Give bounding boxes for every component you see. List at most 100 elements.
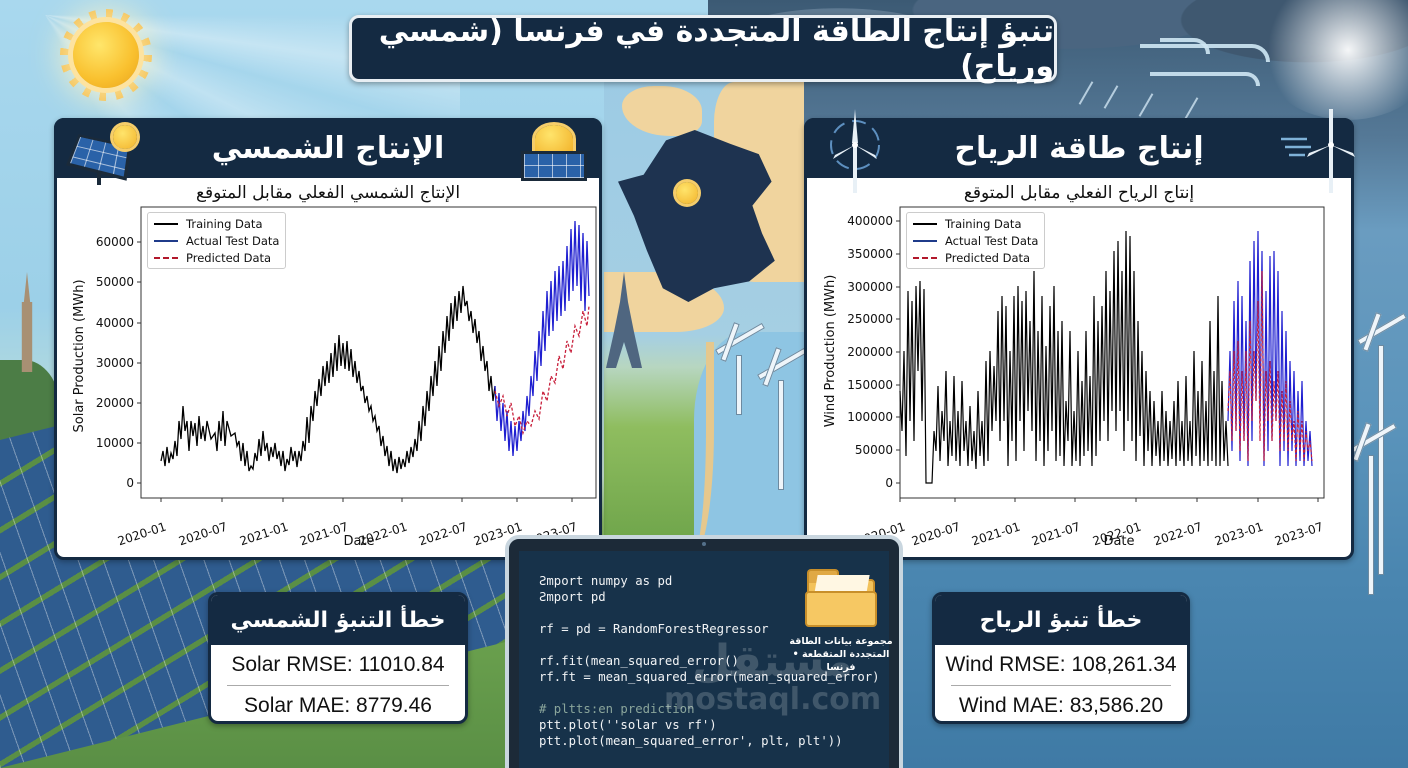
- coastline: [674, 342, 714, 542]
- page-title: تنبؤ إنتاج الطاقة المتجددة في فرنسا (شمس…: [378, 13, 1054, 84]
- training-swatch-icon: [913, 222, 937, 225]
- wind-x-axis: 2020-01 2020-07 2021-01 2021-07 2022-01 …: [855, 498, 1325, 549]
- svg-text:250000: 250000: [847, 312, 893, 326]
- code-line: ptt.plot(''solar vs rf'): [539, 718, 717, 732]
- svg-text:0: 0: [126, 476, 134, 490]
- sun-icon: [676, 182, 698, 204]
- svg-text:0: 0: [885, 476, 893, 490]
- solar-metrics-box: خطأ التنبؤ الشمسي Solar RMSE: 11010.84 S…: [208, 592, 468, 724]
- svg-text:2020-07: 2020-07: [177, 520, 229, 549]
- code-line: Ƨmport numpy as pd: [539, 574, 673, 588]
- wind-turbine-icon: [1378, 345, 1384, 575]
- solar-y-axis: 0 10000 20000 30000 40000 50000 60000 So…: [72, 235, 141, 490]
- wind-turbine-icon: [1368, 455, 1374, 595]
- svg-text:50000: 50000: [855, 443, 893, 457]
- legend-item-training: Training Data: [154, 215, 279, 232]
- solar-mae: Solar MAE: 8779.46: [244, 694, 432, 717]
- solar-card-header: الإنتاج الشمسي: [54, 118, 602, 178]
- svg-text:Wind Production (MWh): Wind Production (MWh): [823, 275, 838, 428]
- solar-chart-title: الإنتاج الشمسي الفعلي مقابل المتوقع: [195, 183, 461, 203]
- eiffel-tower-icon: [606, 272, 642, 368]
- divider: [951, 685, 1171, 686]
- predicted-swatch-icon: [154, 256, 178, 259]
- code-snippet: Ƨmport numpy as pd Ƨmport pd rf = pd = Ra…: [539, 573, 880, 749]
- wind-gust-icon: [1281, 109, 1355, 193]
- sun-icon: [73, 22, 139, 88]
- legend-item-predicted: Predicted Data: [154, 249, 279, 266]
- wind-card-title: إنتاج طاقة الرياح: [954, 130, 1204, 166]
- wind-card-header: إنتاج طاقة الرياح: [804, 118, 1354, 178]
- cathedral-icon: [21, 272, 33, 372]
- svg-text:30000: 30000: [96, 356, 134, 370]
- legend-item-actual: Actual Test Data: [154, 232, 279, 249]
- wind-gust-icon: [1150, 72, 1260, 86]
- actual-swatch-icon: [913, 239, 937, 242]
- svg-text:100000: 100000: [847, 410, 893, 424]
- svg-text:400000: 400000: [847, 214, 893, 228]
- svg-text:350000: 350000: [847, 247, 893, 261]
- legend-item-predicted: Predicted Data: [913, 249, 1038, 266]
- svg-text:2020-01: 2020-01: [116, 520, 168, 549]
- solar-panel-icon: [521, 151, 587, 181]
- svg-text:10000: 10000: [96, 436, 134, 450]
- svg-text:20000: 20000: [96, 396, 134, 410]
- actual-swatch-icon: [154, 239, 178, 242]
- wind-metrics-header: خطأ تنبؤ الرياح: [935, 595, 1187, 645]
- wind-chart: 0 50000 100000 150000 200000 250000 3000…: [823, 206, 1325, 549]
- svg-text:150000: 150000: [847, 378, 893, 392]
- code-line: Ƨmport pd: [539, 590, 606, 604]
- dataset-folder-label: مجموعة بيانات الطاقة المتجددة المتقطعة •…: [789, 636, 893, 673]
- sun-icon: [113, 125, 137, 149]
- svg-text:300000: 300000: [847, 280, 893, 294]
- svg-text:50000: 50000: [96, 275, 134, 289]
- legend-item-actual: Actual Test Data: [913, 232, 1038, 249]
- wind-turbine-icon: [778, 380, 784, 490]
- svg-text:2020-07: 2020-07: [910, 520, 962, 549]
- svg-text:2023-07: 2023-07: [1273, 520, 1325, 549]
- solar-chart-card: الإنتاج الشمسي الإنتاج الشمسي الفعلي مقا…: [54, 118, 602, 560]
- solar-predicted-series: [494, 305, 590, 436]
- svg-text:2021-07: 2021-07: [1030, 520, 1082, 549]
- solar-chart: 0 10000 20000 30000 40000 50000 60000 So…: [72, 206, 597, 549]
- wind-chart-title: إنتاج الرياح الفعلي مقابل المتوقع: [963, 183, 1195, 203]
- svg-text:2021-01: 2021-01: [970, 520, 1022, 549]
- code-line: ptt.plot(mean_squared_error', plt, plt')…: [539, 734, 843, 748]
- code-line: rf = pd = RandomForestRegressor: [539, 622, 769, 636]
- divider: [227, 685, 449, 686]
- code-comment: # pltts:en prediction: [539, 702, 695, 716]
- training-swatch-icon: [154, 222, 178, 225]
- solar-metrics-header: خطأ التنبؤ الشمسي: [211, 595, 465, 645]
- laptop-code-panel: Ƨmport numpy as pd Ƨmport pd rf = pd = Ra…: [505, 535, 903, 768]
- wind-training-series: [899, 230, 1229, 484]
- svg-text:2022-07: 2022-07: [417, 520, 469, 549]
- wind-actual-series: [1227, 230, 1313, 467]
- watermark: مستقل mostaql.com: [664, 636, 882, 718]
- wind-turbine-icon: [736, 355, 742, 415]
- laptop-screen: Ƨmport numpy as pd Ƨmport pd rf = pd = Ra…: [519, 551, 893, 768]
- solar-card-title: الإنتاج الشمسي: [211, 130, 445, 166]
- wind-rmse: Wind RMSE: 108,261.34: [945, 653, 1177, 676]
- svg-text:60000: 60000: [96, 235, 134, 249]
- folder-front-icon: [805, 591, 877, 627]
- svg-text:2023-01: 2023-01: [1213, 520, 1265, 549]
- svg-text:2021-01: 2021-01: [238, 520, 290, 549]
- code-line: rf.ft = mean_squared_error(mean_squared_…: [539, 670, 880, 684]
- svg-text:40000: 40000: [96, 316, 134, 330]
- svg-text:2022-07: 2022-07: [1152, 520, 1204, 549]
- wind-chart-card: إنتاج طاقة الرياح إنتاج الرياح الفعلي مق…: [804, 109, 1355, 560]
- wind-mae: Wind MAE: 83,586.20: [958, 694, 1164, 717]
- svg-text:Date: Date: [343, 534, 374, 549]
- solar-training-series: [160, 285, 496, 474]
- solar-panel-stand-icon: [97, 171, 101, 185]
- uk-landmass: [622, 86, 702, 136]
- wind-y-axis: 0 50000 100000 150000 200000 250000 3000…: [823, 214, 900, 490]
- wind-predicted-series: [1227, 270, 1313, 462]
- page-title-banner: تنبؤ إنتاج الطاقة المتجددة في فرنسا (شمس…: [349, 13, 1057, 84]
- wind-chart-legend: Training Data Actual Test Data Predicted…: [906, 212, 1046, 269]
- predicted-swatch-icon: [913, 256, 937, 259]
- webcam-icon: [702, 542, 706, 546]
- wind-metrics-box: خطأ تنبؤ الرياح Wind RMSE: 108,261.34 Wi…: [932, 592, 1190, 724]
- solar-rmse: Solar RMSE: 11010.84: [231, 653, 445, 676]
- france-map: [604, 82, 804, 542]
- svg-text:2021-07: 2021-07: [298, 520, 350, 549]
